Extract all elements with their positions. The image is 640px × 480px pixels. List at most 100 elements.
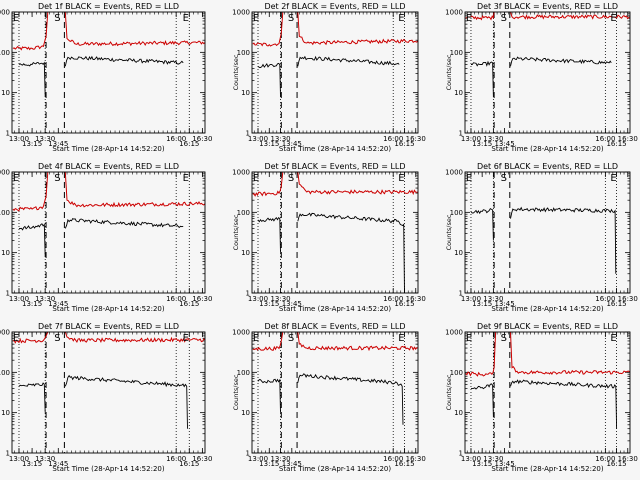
time-marker-label: E [253,13,259,24]
series-line [64,218,184,229]
x-tick-label: 16:15 [606,460,626,468]
chart-title: Det 9f BLACK = Events, RED = LLD [477,322,618,331]
x-tick-label: 13:15 [22,300,42,308]
chart-panel: Det 4f BLACK = Events, RED = LLDCounts/s… [0,162,212,313]
x-tick-label: 13:00 [461,135,481,143]
time-marker-label: E [398,173,404,184]
series-line [64,374,188,429]
y-axis-label: Counts/sec [445,374,453,410]
x-tick-label: 16:30 [406,455,426,463]
time-marker-label: S [501,13,507,24]
chart-panel: Det 6f BLACK = Events, RED = LLD Counts/s… [445,162,638,313]
x-tick-label: 16:15 [606,140,626,148]
series-line [12,331,49,344]
x-tick-label: 13:15 [22,140,42,148]
y-axis-label: Counts/sec [445,54,453,90]
series-line [465,331,497,377]
x-tick-label: 16:00 [383,295,403,303]
series-line [12,171,49,212]
x-tick-label: 16:30 [406,135,426,143]
x-tick-label: 13:00 [248,455,268,463]
chart-panel: Det 5f BLACK = Events, RED = LLD Counts/s… [232,162,426,313]
x-axis-label: Start Time (28-Apr-14 14:52:20) [491,465,603,473]
x-tick-label: 13:45 [282,140,302,148]
time-marker-label: E [398,333,404,344]
series-line [64,331,206,344]
x-axis-label: Start Time (28-Apr-14 14:52:20) [52,465,164,473]
y-tick-label: 100 [0,369,10,377]
y-tick-label: 10 [241,89,250,97]
x-axis-label: Start Time (28-Apr-14 14:52:20) [491,145,603,153]
x-tick-label: 16:30 [618,295,638,303]
y-tick-label: 1000 [445,9,463,17]
y-tick-label: 1000 [445,169,463,177]
time-marker-label: E [466,13,472,24]
series-line [257,378,281,413]
y-tick-label: 1 [6,290,10,298]
series-line [18,223,46,257]
x-tick-label: 16:15 [179,460,199,468]
y-tick-label: 1 [246,450,250,458]
x-tick-label: 13:15 [22,460,42,468]
series-line [510,56,612,67]
series-line [510,11,631,20]
plot-frame [464,331,631,454]
time-marker-label: E [466,173,472,184]
y-tick-label: 1 [246,130,250,138]
time-marker-label: E [466,333,472,344]
plot-frame [11,11,206,134]
plot-frame [464,171,631,294]
y-tick-label: 10 [241,249,250,257]
time-marker-label: E [610,13,616,24]
plot-frame [464,11,631,134]
series-line [471,383,494,417]
x-tick-label: 13:30 [35,295,55,303]
chart-title: Det 4f BLACK = Events, RED = LLD [38,162,179,171]
series-line [252,11,284,47]
x-tick-label: 13:45 [282,300,302,308]
x-axis-label: Start Time (28-Apr-14 14:52:20) [279,465,391,473]
chart-title: Det 3f BLACK = Events, RED = LLD [477,2,618,11]
x-tick-label: 16:00 [383,135,403,143]
x-tick-label: 13:45 [48,460,68,468]
x-tick-label: 13:30 [270,135,290,143]
x-tick-label: 13:15 [472,140,492,148]
time-marker-label: E [253,173,259,184]
series-line [297,212,405,294]
time-marker-label: S [288,13,294,24]
y-tick-label: 1 [459,450,463,458]
time-marker-label: S [54,13,60,24]
y-tick-label: 1 [6,130,10,138]
y-tick-label: 10 [1,249,10,257]
x-tick-label: 13:15 [259,140,279,148]
x-tick-label: 16:00 [166,135,186,143]
x-tick-label: 13:45 [48,300,68,308]
y-tick-label: 1000 [232,9,250,17]
chart-panel: Det 9f BLACK = Events, RED = LLD Counts/s… [445,322,638,473]
x-tick-label: 13:30 [270,455,290,463]
plot-frame [251,171,419,294]
x-tick-label: 13:00 [461,295,481,303]
x-tick-label: 13:30 [270,295,290,303]
x-tick-label: 16:15 [394,460,414,468]
y-tick-label: 100 [237,369,250,377]
x-tick-label: 13:00 [461,455,481,463]
series-line [297,171,419,196]
x-axis-label: Start Time (28-Apr-14 14:52:20) [279,145,391,153]
time-marker-label: E [13,173,19,184]
x-tick-label: 16:30 [192,455,212,463]
x-tick-label: 13:00 [9,135,29,143]
x-tick-label: 16:00 [595,455,615,463]
series-line [252,171,284,197]
y-tick-label: 100 [237,209,250,217]
time-marker-label: E [183,173,189,184]
x-tick-label: 13:45 [494,460,514,468]
time-marker-label: E [610,333,616,344]
x-tick-label: 16:00 [595,135,615,143]
y-axis-label: Counts/sec [445,214,453,250]
plot-frame [251,11,419,134]
series-line [257,216,281,253]
y-tick-label: 10 [454,409,463,417]
x-axis-label: Start Time (28-Apr-14 14:52:20) [491,305,603,313]
